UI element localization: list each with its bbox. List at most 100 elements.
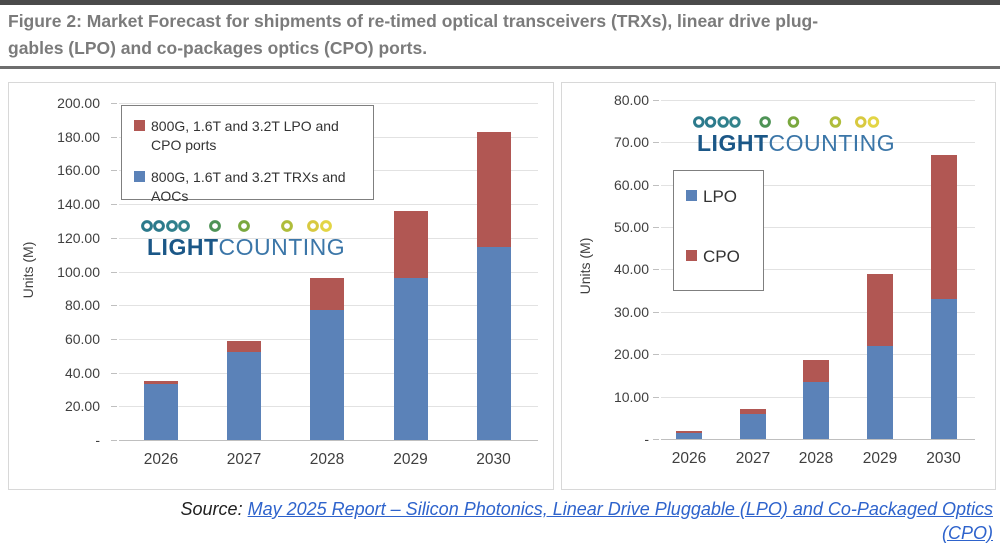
y-axis-tick [653, 396, 659, 398]
y-axis-tick [111, 170, 117, 172]
right-chart-plot-area: - 10.00 20.00 30.00 40.00 50.00 60.00 70.00 80.0… [562, 83, 995, 489]
left-chart-plot-area: - 20.00 40.00 60.00 80.00 100.00 120.00 140.00 1… [9, 83, 553, 489]
y-axis-tick-label: 80.00 [64, 297, 100, 314]
source-link-line-1[interactable]: May 2025 Report – Silicon Photonics, Lin… [247, 499, 993, 519]
source-report-link[interactable]: May 2025 Report – Silicon Photonics, Lin… [248, 499, 993, 543]
y-axis-tick [111, 136, 117, 138]
y-axis-tick [653, 142, 659, 144]
bar-2027-trxs-aocs [227, 352, 261, 440]
blue-legend-swatch-icon [134, 171, 145, 182]
y-axis-tick [653, 311, 659, 313]
legend-label: 800G, 1.6T and 3.2T LPO and CPO ports [151, 118, 339, 153]
fiber-beads-icon [691, 116, 891, 128]
gridline-120 [119, 237, 538, 239]
y-axis-tick [111, 440, 117, 441]
bar-2027-lpo-cpo-ports [227, 340, 261, 353]
x-axis-label-2027: 2027 [735, 450, 771, 467]
bar-2029-cpo [867, 273, 893, 346]
y-axis-tick-label: 20.00 [613, 346, 649, 363]
bar-2030-lpo [930, 299, 957, 439]
y-axis-tick [653, 184, 659, 186]
x-axis-label-2030: 2030 [476, 451, 511, 468]
legend-item-trxs-aocs: 800G, 1.6T and 3.2T TRXs and AOCs [134, 168, 365, 206]
lightcounting-wordmark: LIGHTCOUNTING [697, 130, 895, 156]
x-axis-label-2028: 2028 [798, 450, 834, 467]
y-axis-tick-label: 20.00 [64, 398, 100, 415]
bar-2027-cpo [740, 409, 766, 414]
lightcounting-wordmark: LIGHTCOUNTING [147, 234, 345, 260]
logo-counting-text: COUNTING [768, 130, 896, 156]
y-axis-tick [653, 439, 659, 440]
logo-counting-text: COUNTING [218, 234, 346, 260]
bar-2028-cpo [803, 359, 829, 382]
legend-item-cpo: CPO [686, 247, 763, 266]
red-legend-swatch-icon [134, 120, 145, 131]
bar-2026-lpo-cpo-ports [144, 381, 178, 385]
y-axis-tick-label: 50.00 [613, 218, 649, 235]
y-axis-tick-label: 40.00 [64, 364, 100, 381]
gridline-100 [119, 271, 538, 273]
red-legend-swatch-icon [686, 250, 697, 261]
x-axis-line [119, 440, 538, 441]
y-axis-tick-label: 100.00 [57, 263, 100, 280]
y-axis-tick [111, 372, 117, 374]
x-axis-label-2029: 2029 [393, 451, 428, 468]
figure-title-line-2: gables (LPO) and co-packages optics (CPO… [8, 38, 428, 58]
legend-label: 800G, 1.6T and 3.2T TRXs and AOCs [151, 169, 346, 204]
legend-label: CPO [703, 247, 740, 266]
x-axis-line [661, 439, 975, 440]
y-axis-tick [111, 237, 117, 239]
bar-2029-lpo [867, 345, 893, 439]
y-axis-tick [111, 305, 117, 307]
x-axis-label-2030: 2030 [926, 450, 961, 467]
source-prefix: Source: [180, 499, 243, 519]
bar-2030-cpo [930, 154, 957, 300]
gridline-30 [661, 311, 975, 313]
gridline-40 [661, 269, 975, 271]
right-y-axis-title: Units (M) [577, 237, 593, 295]
bar-2029-trxs-aocs [393, 278, 428, 440]
legend-label: LPO [703, 187, 738, 206]
bar-2026-trxs-aocs [144, 384, 178, 440]
left-y-axis-title: Units (M) [20, 241, 36, 299]
logo-light-text: LIGHT [697, 130, 769, 156]
legend-item-lpo: LPO [686, 187, 763, 206]
y-axis-tick [653, 226, 659, 228]
figure-title: Figure 2: Market Forecast for shipments … [0, 0, 1000, 69]
bar-2028-trxs-aocs [310, 310, 344, 440]
y-axis-tick [111, 103, 117, 104]
left-chart-legend: 800G, 1.6T and 3.2T LPO and CPO ports 80… [121, 105, 374, 204]
x-axis-label-2029: 2029 [862, 450, 898, 467]
x-axis-label-2026: 2026 [143, 451, 179, 468]
y-axis-tick [111, 406, 117, 408]
x-axis-label-2026: 2026 [671, 450, 707, 467]
y-axis-tick-label: 140.00 [57, 196, 100, 213]
bar-2028-lpo [803, 381, 829, 439]
fiber-beads-icon [140, 220, 343, 232]
bar-2028-lpo-cpo-ports [310, 278, 344, 311]
y-axis-tick [653, 99, 659, 101]
source-link-line-2[interactable]: (CPO) [942, 523, 993, 543]
gridline-200 [119, 103, 538, 104]
figure-title-line-1: Figure 2: Market Forecast for shipments … [8, 11, 819, 31]
y-axis-tick-label: 80.00 [613, 91, 649, 108]
bar-2026-cpo [676, 431, 702, 433]
y-axis-tick [111, 338, 117, 340]
y-axis-tick [653, 269, 659, 271]
gridline-20 [661, 354, 975, 356]
y-axis-tick [653, 354, 659, 356]
gridline-140 [119, 204, 538, 206]
bar-2027-lpo [740, 413, 766, 439]
y-axis-tick-label: 60.00 [64, 330, 100, 347]
y-axis-tick-label: 70.00 [613, 134, 649, 151]
bar-2026-lpo [676, 432, 702, 439]
y-axis-tick [111, 204, 117, 206]
y-axis-tick-label: 60.00 [613, 176, 649, 193]
y-axis-tick-label: - [95, 432, 100, 448]
left-chart-panel: - 20.00 40.00 60.00 80.00 100.00 120.00 140.00 1… [8, 82, 554, 490]
charts-row: - 20.00 40.00 60.00 80.00 100.00 120.00 140.00 1… [8, 82, 1000, 490]
x-axis-label-2027: 2027 [226, 451, 262, 468]
y-axis-tick-label: 120.00 [57, 229, 100, 246]
bar-2030-lpo-cpo-ports [476, 132, 511, 248]
gridline-80 [661, 99, 975, 101]
